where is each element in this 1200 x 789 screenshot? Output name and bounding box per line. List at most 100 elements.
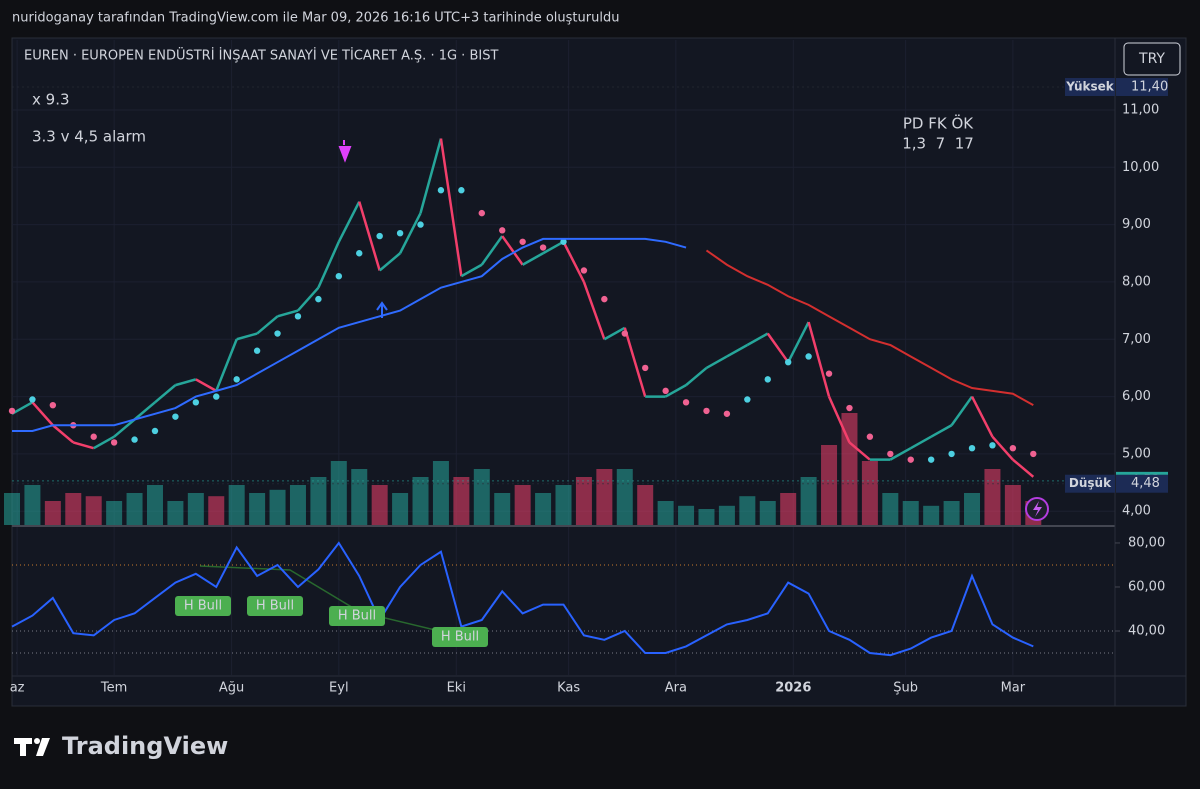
trend-dot: [478, 209, 485, 217]
volume-bar: [780, 493, 797, 525]
volume-bar: [4, 493, 20, 525]
trend-dot: [356, 250, 363, 257]
price-segment: [72, 441, 95, 450]
volume-bar: [923, 505, 940, 525]
trend-dot: [315, 295, 322, 303]
price-segment: [52, 424, 75, 444]
volume-bar: [249, 493, 266, 525]
volume-bar: [371, 485, 388, 525]
level-line: [705, 249, 1034, 407]
trend-dot: [294, 313, 302, 320]
x-tick-label: 2026: [775, 681, 811, 696]
volume-bar: [453, 477, 470, 525]
badge-value: 11,40: [1131, 80, 1168, 95]
header-text: nuridoganay tarafından TradingView.com i…: [12, 11, 619, 26]
label-bg: [432, 627, 488, 647]
trend-dot: [846, 404, 853, 412]
badge-bg: [1065, 474, 1115, 493]
volume-bar: [392, 493, 409, 525]
trend-dot: [989, 442, 996, 449]
volume-bar: [616, 469, 633, 525]
currency-button[interactable]: [1123, 42, 1181, 76]
price-segment: [31, 401, 54, 427]
price-segment: [11, 401, 34, 415]
x-tick-label: Mar: [1001, 681, 1026, 696]
y-tick-label: 8,00: [1122, 274, 1151, 289]
trend-dot: [703, 407, 710, 415]
x-tick-label: az: [10, 681, 25, 696]
trend-dot: [396, 229, 404, 237]
note: 3.3 v 4,5 alarm: [32, 128, 146, 146]
x-tick-label: Ara: [665, 681, 687, 696]
volume-bar: [964, 493, 981, 525]
badge-bg: [1116, 78, 1168, 97]
level-line: [12, 237, 687, 432]
price-segment: [991, 435, 1014, 461]
trend-dot: [172, 413, 179, 420]
trend-dot: [213, 393, 220, 400]
price-segment: [277, 309, 299, 318]
logo-dot: [34, 738, 40, 744]
price-segment: [154, 384, 177, 404]
logo-mark: [36, 738, 50, 756]
alert-bolt: [1033, 501, 1042, 517]
signal-label: H Bull: [184, 599, 222, 614]
price-segment: [195, 378, 217, 392]
volume-bar: [24, 485, 41, 525]
note: x 9.3: [32, 91, 70, 109]
price-segment: [930, 424, 953, 438]
trend-dot: [621, 330, 628, 337]
y-tick-label: 60,00: [1128, 579, 1165, 594]
price-segment: [848, 441, 871, 461]
price-segment: [133, 401, 156, 421]
x-tick-label: Kas: [557, 681, 580, 696]
trend-dot: [580, 267, 588, 274]
volume-bar: [984, 469, 1001, 525]
y-tick-label: 6,00: [1122, 389, 1151, 404]
price-segment: [398, 212, 422, 254]
volume-bar: [882, 493, 899, 525]
volume-bar: [555, 485, 572, 525]
label-bg: [175, 596, 231, 616]
y-tick-label: 5,00: [1122, 446, 1151, 461]
price-segment: [501, 235, 524, 266]
volume-bar: [228, 485, 245, 525]
price-segment: [950, 395, 974, 426]
trend-dot: [744, 396, 751, 403]
volume-bar: [637, 485, 654, 525]
price-segment: [787, 321, 810, 363]
price-segment: [766, 332, 790, 363]
y-tick-label: 9,00: [1122, 217, 1151, 232]
footer-brand: TradingView: [62, 732, 228, 760]
trend-dot: [539, 244, 547, 251]
buy-arrow: [376, 301, 388, 318]
price-segment: [337, 201, 361, 243]
price-segment: [317, 241, 340, 289]
price-segment: [603, 326, 626, 341]
volume-bar: [657, 501, 674, 525]
logo-mark: [14, 738, 32, 756]
signal-label: H Bull: [441, 630, 479, 645]
volume-bar: [494, 493, 511, 525]
trend-dot: [764, 376, 771, 383]
label-bg: [329, 606, 385, 626]
volume-bar: [800, 477, 817, 525]
price-segment: [910, 435, 932, 450]
y-tick-label: 7,00: [1122, 332, 1151, 347]
badge-value: 4,48: [1131, 476, 1160, 491]
trend-dot: [948, 450, 955, 458]
volume-bar: [759, 501, 776, 525]
volume-bar: [289, 485, 306, 525]
price-segment: [93, 435, 115, 450]
trend-dot: [253, 347, 261, 354]
sell-arrow: [338, 140, 352, 163]
volume-bar: [718, 505, 735, 525]
rsi-line: [11, 541, 1034, 657]
trend-dot: [49, 401, 57, 409]
note: PD FK ÖK: [903, 114, 974, 133]
trend-dot: [723, 410, 731, 417]
price-segment: [419, 138, 443, 214]
x-tick-label: Eyl: [329, 681, 349, 696]
volume-bar: [1004, 485, 1021, 525]
